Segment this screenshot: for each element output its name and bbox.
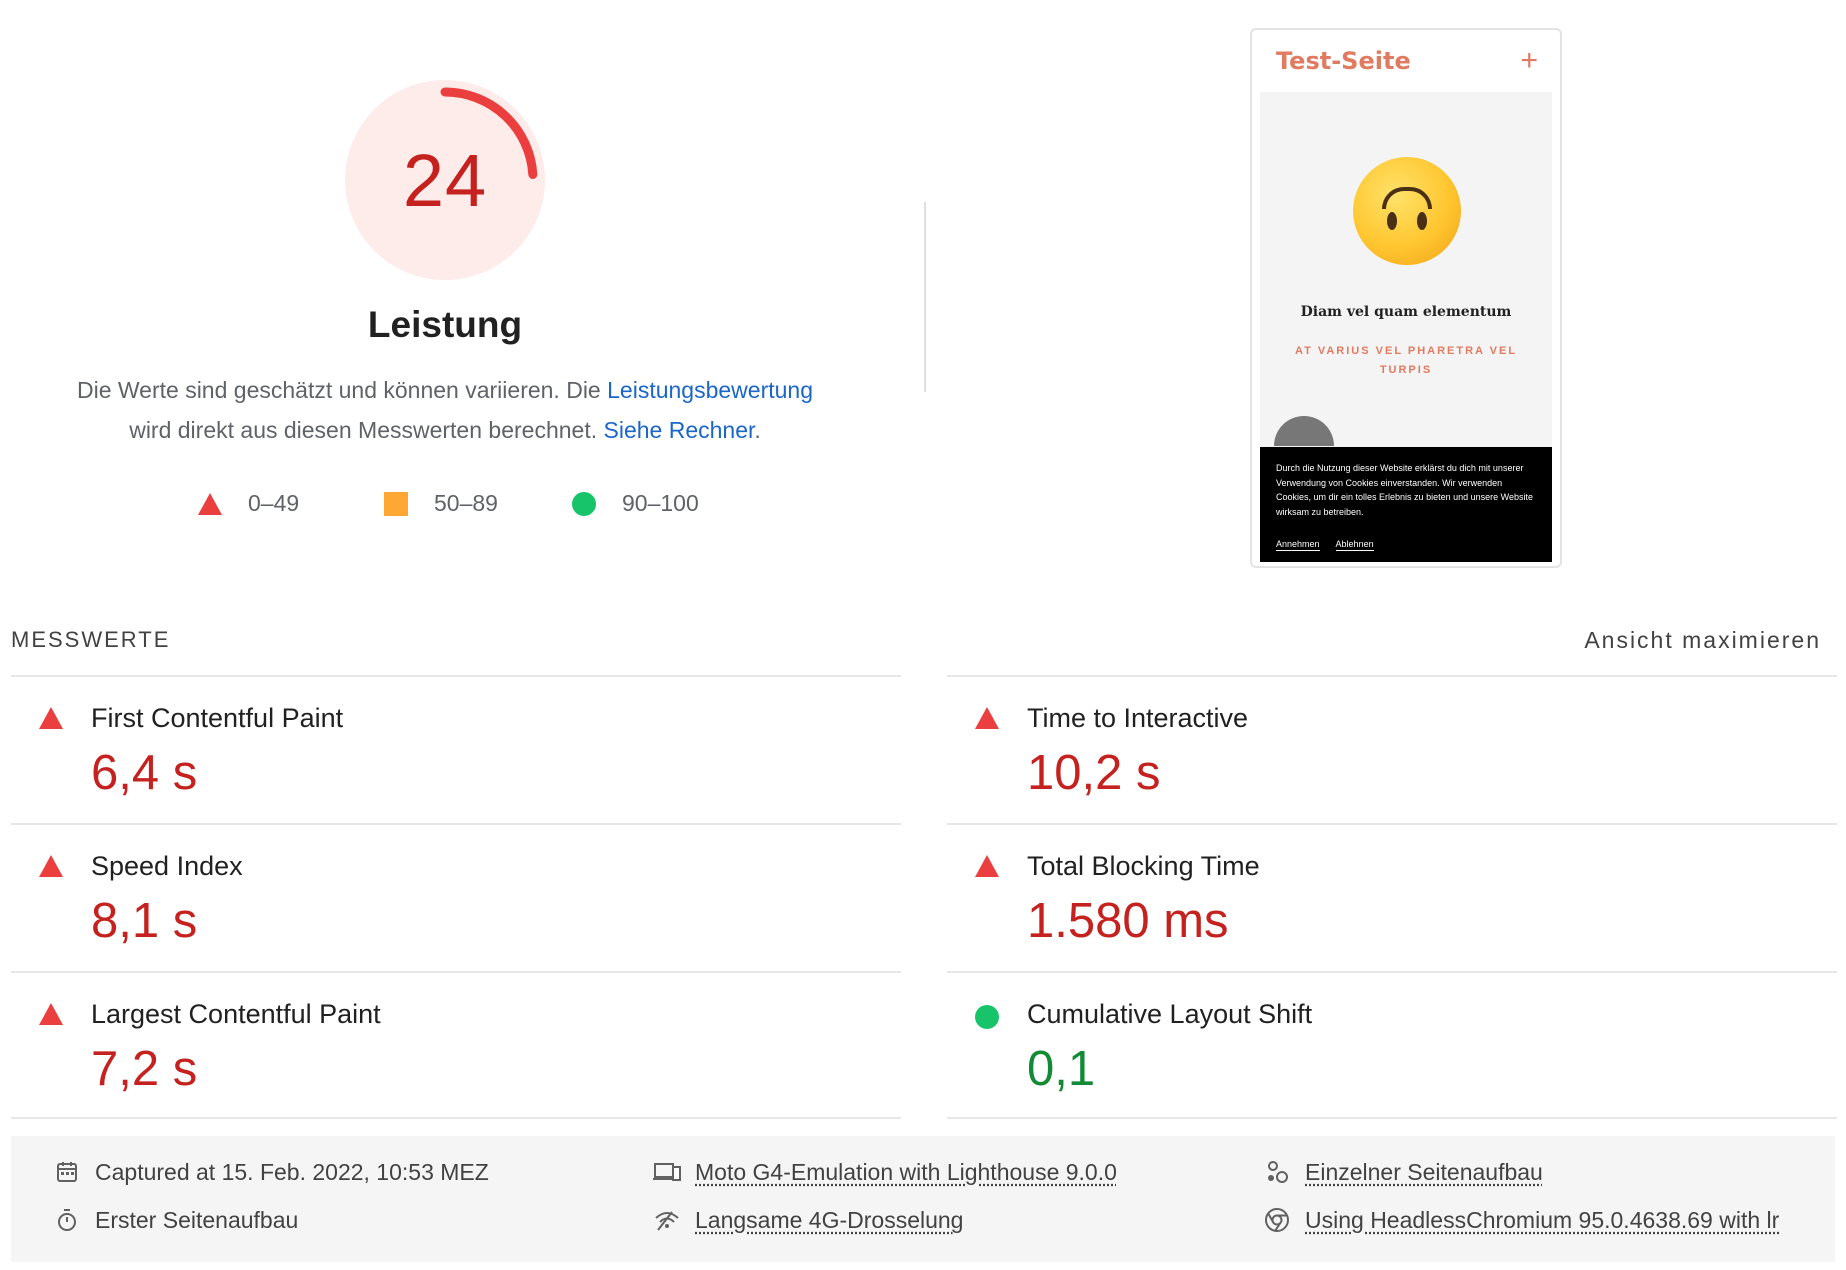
legend-range: 50–89 <box>434 490 498 517</box>
runtime-settings: Captured at 15. Feb. 2022, 10:53 MEZ Ers… <box>11 1136 1835 1262</box>
gauge-title: Leistung <box>245 304 645 346</box>
cookie-buttons: Annehmen Ablehnen <box>1276 539 1374 551</box>
people-icon <box>1263 1158 1291 1186</box>
metric-name: Total Blocking Time <box>1027 851 1260 882</box>
metric-value: 6,4 s <box>91 745 197 801</box>
devices-icon <box>653 1158 681 1186</box>
screenshot-subheading: AT VARIUS VEL PHARETRA VEL TURPIS <box>1290 342 1522 380</box>
runtime-browser[interactable]: Using HeadlessChromium 95.0.4638.69 with… <box>1263 1206 1779 1234</box>
metric-speed-index[interactable]: Speed Index 8,1 s <box>11 823 901 971</box>
network-signal-icon <box>653 1206 681 1234</box>
metric-first-contentful-paint[interactable]: First Contentful Paint 6,4 s <box>11 675 901 823</box>
runtime-first-load: Erster Seitenaufbau <box>53 1206 298 1234</box>
emoji-eye <box>1387 212 1397 230</box>
captured-text: Captured at 15. Feb. 2022, 10:53 MEZ <box>95 1159 489 1186</box>
screenshot-body: Diam vel quam elementum AT VARIUS VEL PH… <box>1260 92 1552 562</box>
fail-triangle-icon <box>975 707 999 729</box>
metric-value: 7,2 s <box>91 1041 197 1097</box>
metric-time-to-interactive[interactable]: Time to Interactive 10,2 s <box>947 675 1837 823</box>
metric-value: 10,2 s <box>1027 745 1160 801</box>
cookie-banner: Durch die Nutzung dieser Website erklärs… <box>1260 447 1552 562</box>
expand-view-toggle[interactable]: Ansicht maximieren <box>1584 627 1821 654</box>
emoji-mouth <box>1382 187 1432 209</box>
plus-icon: + <box>1520 46 1538 76</box>
metric-cumulative-layout-shift[interactable]: Cumulative Layout Shift 0,1 <box>947 971 1837 1119</box>
single-load-link[interactable]: Einzelner Seitenaufbau <box>1305 1159 1543 1186</box>
device-link[interactable]: Moto G4-Emulation with Lighthouse 9.0.0 <box>695 1159 1117 1186</box>
screenshot-header: Test-Seite + <box>1252 30 1560 92</box>
performance-gauge: 24 <box>345 80 545 280</box>
cookie-accept-button: Annehmen <box>1276 539 1320 551</box>
description-text-3: . <box>754 417 760 443</box>
runtime-single-load[interactable]: Einzelner Seitenaufbau <box>1263 1158 1543 1186</box>
metric-largest-contentful-paint[interactable]: Largest Contentful Paint 7,2 s <box>11 971 901 1119</box>
average-square-icon <box>384 492 408 516</box>
pass-circle-icon <box>572 492 596 516</box>
cookie-decline-button: Ablehnen <box>1336 539 1374 551</box>
metric-value: 0,1 <box>1027 1041 1095 1097</box>
legend-item-pass: 90–100 <box>572 490 699 517</box>
browser-link[interactable]: Using HeadlessChromium 95.0.4638.69 with… <box>1305 1207 1779 1234</box>
fail-triangle-icon <box>198 493 222 515</box>
metric-value: 8,1 s <box>91 893 197 949</box>
throttling-link[interactable]: Langsame 4G-Drosselung <box>695 1207 963 1234</box>
chrome-icon <box>1263 1206 1291 1234</box>
pass-circle-icon <box>975 1005 999 1029</box>
screenshot-image-fragment <box>1274 416 1334 446</box>
vertical-divider <box>924 202 926 392</box>
score-legend: 0–49 50–89 90–100 <box>0 490 900 520</box>
legend-item-average: 50–89 <box>384 490 498 517</box>
metric-total-blocking-time[interactable]: Total Blocking Time 1.580 ms <box>947 823 1837 971</box>
metric-value: 1.580 ms <box>1027 893 1229 949</box>
gauge-description: Die Werte sind geschätzt und können vari… <box>40 370 850 450</box>
metric-name: First Contentful Paint <box>91 703 343 734</box>
metric-name: Cumulative Layout Shift <box>1027 999 1312 1030</box>
metric-name: Time to Interactive <box>1027 703 1248 734</box>
fail-triangle-icon <box>39 707 63 729</box>
upside-down-face-icon <box>1353 157 1461 265</box>
legend-range: 90–100 <box>622 490 699 517</box>
fail-triangle-icon <box>39 855 63 877</box>
fail-triangle-icon <box>39 1003 63 1025</box>
runtime-captured: Captured at 15. Feb. 2022, 10:53 MEZ <box>53 1158 489 1186</box>
final-screenshot[interactable]: Test-Seite + Diam vel quam elementum AT … <box>1250 28 1562 568</box>
metrics-column-left: First Contentful Paint 6,4 s Speed Index… <box>11 675 901 1119</box>
cookie-text: Durch die Nutzung dieser Website erklärs… <box>1276 461 1536 519</box>
screenshot-site-title: Test-Seite <box>1276 47 1411 75</box>
description-text-2: wird direkt aus diesen Messwerten berech… <box>129 417 603 443</box>
performance-score-link[interactable]: Leistungsbewertung <box>607 377 813 403</box>
fail-triangle-icon <box>975 855 999 877</box>
metrics-column-right: Time to Interactive 10,2 s Total Blockin… <box>947 675 1837 1119</box>
metric-name: Speed Index <box>91 851 243 882</box>
stopwatch-icon <box>53 1206 81 1234</box>
screenshot-heading: Diam vel quam elementum <box>1260 304 1552 320</box>
runtime-device[interactable]: Moto G4-Emulation with Lighthouse 9.0.0 <box>653 1158 1117 1186</box>
performance-score: 24 <box>345 80 545 280</box>
emoji-eye <box>1417 212 1427 230</box>
calendar-icon <box>53 1158 81 1186</box>
legend-item-fail: 0–49 <box>198 490 299 517</box>
metric-name: Largest Contentful Paint <box>91 999 381 1030</box>
description-text-1: Die Werte sind geschätzt und können vari… <box>77 377 607 403</box>
runtime-throttling[interactable]: Langsame 4G-Drosselung <box>653 1206 963 1234</box>
legend-range: 0–49 <box>248 490 299 517</box>
calculator-link[interactable]: Siehe Rechner <box>604 417 755 443</box>
metrics-header: MESSWERTE <box>11 627 170 653</box>
first-load-text: Erster Seitenaufbau <box>95 1207 298 1234</box>
